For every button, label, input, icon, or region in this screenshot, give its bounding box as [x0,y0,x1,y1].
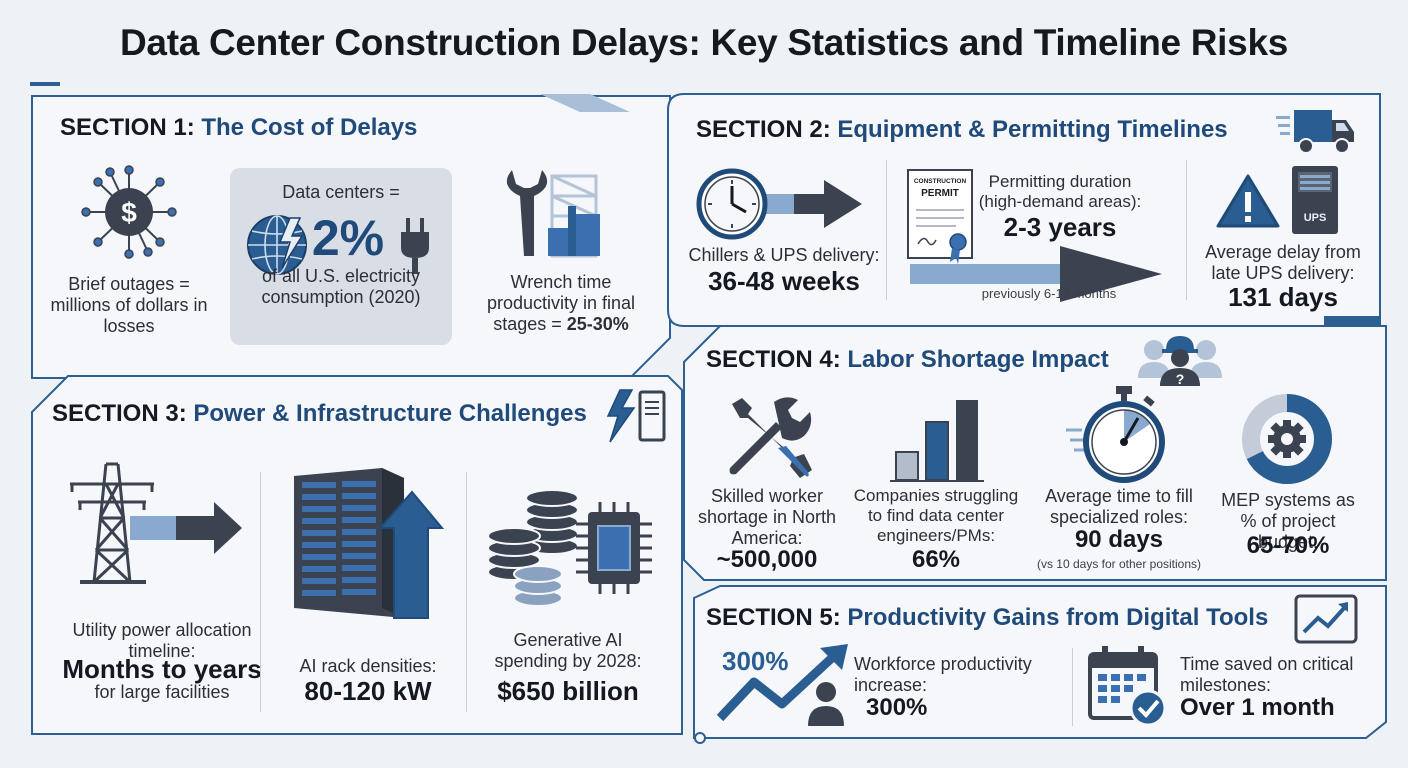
time-value: Over 1 month [1180,694,1335,721]
chart-value: 300% [722,646,789,676]
section-5-heading: SECTION 5: Productivity Gains from Digit… [706,604,1269,631]
section-4-heading: SECTION 4: Labor Shortage Impact [706,346,1109,373]
rack-value: 80-120 kW [304,676,432,706]
section-2-frame [667,93,1381,327]
workers-icon: ? [1138,336,1222,387]
wrench-building-icon [506,170,600,258]
outages-text: Brief outages = millions of dollars in l… [50,274,208,336]
section-5-frame [693,585,1387,744]
fill-sub: (vs 10 days for other positions) [1036,557,1202,571]
ups-box-label: UPS [1303,212,1327,224]
plug-icon [401,218,429,274]
stopwatch-icon [1066,386,1165,483]
section-3-heading: SECTION 3: Power & Infrastructure Challe… [52,400,587,427]
bar-chart-icon [890,400,984,482]
power-tower-icon [70,462,242,584]
skilled-value: ~500,000 [716,546,818,573]
rack-label: AI rack densities: [299,656,437,676]
utility-value: Months to years [62,654,262,684]
chillers-value: 36-48 weeks [708,266,860,296]
tablet-chart-icon [1294,594,1358,644]
section-3-panel: SECTION 3: Power & Infrastructure Challe… [28,372,688,738]
divider [1072,648,1073,726]
section-4-frame [683,325,1387,581]
section-2-heading: SECTION 2: Equipment & Permitting Timeli… [696,116,1228,143]
genai-label: Generative AI spending by 2028: [494,630,642,671]
wrench-text: Wrench time productivity in final stages… [486,272,636,334]
server-rack-icon [294,468,445,619]
permit-label: Permitting duration (high-demand areas): [978,172,1142,211]
divider [260,472,261,712]
divider [466,472,467,712]
donut-gear-icon [1242,394,1332,484]
warning-icon [1216,174,1280,228]
genai-value: $650 billion [497,676,639,706]
section-1-panel: SECTION 1: The Cost of Delays $ Brief ou… [30,82,680,382]
svg-text:$: $ [121,197,137,228]
delivery-truck-icon [1276,110,1354,154]
ups-value: 131 days [1228,282,1338,312]
companies-value: 66% [911,546,961,573]
globe-icon [247,215,307,275]
permit-doc-main: PERMIT [921,188,959,199]
chillers-label: Chillers & UPS delivery: [688,245,880,265]
tools-icon [729,397,812,478]
companies-label: Companies struggling to find data center… [853,486,1019,545]
fill-value: 90 days [1074,526,1164,553]
calendar-check-icon [1088,646,1167,727]
growth-arrow-icon [716,644,848,726]
mep-value: 65-70% [1246,532,1330,559]
permit-value: 2-3 years [1003,212,1117,242]
dc-suffix: of all U.S. electricity consumption (202… [261,266,421,307]
section-5-panel: SECTION 5: Productivity Gains from Digit… [680,582,1390,744]
section-1-heading: SECTION 1: The Cost of Delays [60,114,418,141]
svg-text:?: ? [1176,371,1185,387]
ups-label: Average delay from late UPS delivery: [1205,242,1361,283]
section-2-panel: SECTION 2: Equipment & Permitting Timeli… [664,90,1384,330]
coins-chip-icon [487,489,652,607]
clock-icon [696,168,862,240]
fill-label: Average time to fill specialized roles: [1045,486,1193,527]
workforce-label: Workforce productivity increase: [854,654,1032,695]
dc-prefix: Data centers = [282,182,400,202]
dollar-network-icon: $ [81,165,177,259]
mep-label: MEP systems as % of project budget: [1221,490,1355,552]
dc-value: 2% [311,210,385,266]
permit-doc-top: CONSTRUCTION [913,178,967,185]
time-label: Time saved on critical milestones: [1180,654,1354,695]
utility-label: Utility power allocation timeline: [72,620,252,661]
utility-sub: for large facilities [94,682,230,702]
divider [886,160,887,300]
page-title: Data Center Construction Delays: Key Sta… [120,22,1288,63]
permit-prev: previously 6-12 months [981,286,1117,301]
permit-document-icon [907,169,1162,302]
section-4-panel: SECTION 4: Labor Shortage Impact ? Skill… [680,322,1390,584]
ups-unit-icon [1292,166,1338,234]
skilled-label: Skilled worker shortage in North America… [697,486,837,548]
divider [1186,160,1187,300]
workforce-value: 300% [866,694,928,721]
lightning-server-icon [606,389,666,443]
